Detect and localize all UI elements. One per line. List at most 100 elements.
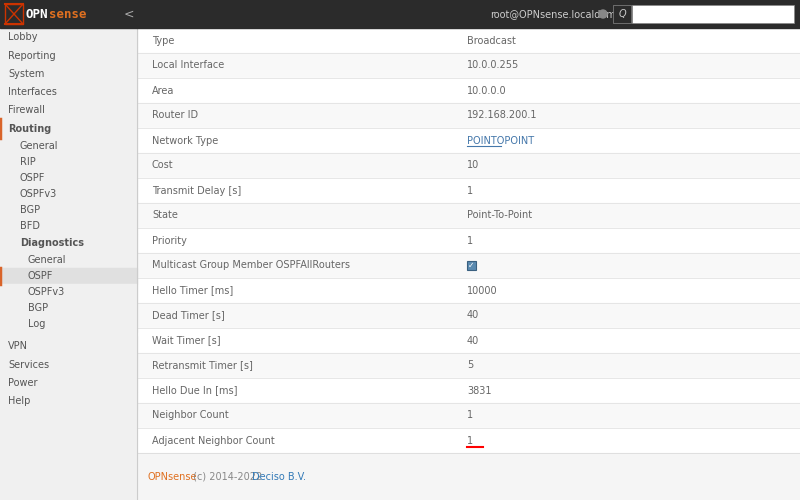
Bar — [137, 78, 800, 103]
Bar — [467, 261, 476, 270]
Bar — [137, 28, 800, 53]
Bar — [0, 119, 137, 138]
Bar — [137, 153, 800, 178]
Text: root@OPNsense.localdomain: root@OPNsense.localdomain — [490, 9, 630, 19]
Text: OSPF: OSPF — [20, 173, 46, 183]
Text: Help: Help — [8, 396, 30, 406]
Bar — [0, 28, 137, 47]
Bar — [5, 4, 23, 24]
Text: Neighbor Count: Neighbor Count — [152, 410, 229, 420]
Bar — [137, 228, 800, 253]
Text: 1: 1 — [467, 236, 473, 246]
Bar — [0, 101, 137, 119]
Text: 1: 1 — [467, 186, 473, 196]
Text: System: System — [8, 69, 44, 79]
Text: Deciso B.V.: Deciso B.V. — [252, 472, 306, 482]
Text: Dead Timer [s]: Dead Timer [s] — [152, 310, 225, 320]
Text: Local Interface: Local Interface — [152, 60, 224, 70]
Text: Hello Due In [ms]: Hello Due In [ms] — [152, 386, 238, 396]
Text: Firewall: Firewall — [8, 105, 45, 115]
Text: Hello Timer [ms]: Hello Timer [ms] — [152, 286, 234, 296]
Bar — [0, 202, 137, 218]
Text: Cost: Cost — [152, 160, 174, 170]
Text: 10000: 10000 — [467, 286, 498, 296]
Text: Broadcast: Broadcast — [467, 36, 516, 46]
Bar — [0, 316, 137, 332]
Text: 40: 40 — [467, 336, 479, 345]
Text: Interfaces: Interfaces — [8, 87, 57, 97]
Circle shape — [599, 10, 607, 18]
Text: 40: 40 — [467, 310, 479, 320]
Bar — [0, 218, 137, 234]
Bar — [137, 303, 800, 328]
Text: POINTOPOINT: POINTOPOINT — [467, 136, 534, 145]
Text: Power: Power — [8, 378, 38, 388]
Bar — [137, 428, 800, 453]
Bar — [0, 0, 800, 28]
Text: RIP: RIP — [20, 157, 36, 167]
Text: (c) 2014-2022: (c) 2014-2022 — [190, 472, 266, 482]
Text: BFD: BFD — [20, 221, 40, 231]
Text: <: < — [124, 8, 134, 20]
Text: 10: 10 — [467, 160, 479, 170]
Bar — [0, 268, 137, 284]
Bar — [0, 83, 137, 101]
Bar — [137, 28, 800, 500]
Bar — [0, 47, 137, 65]
Text: BGP: BGP — [28, 303, 48, 313]
Text: 1: 1 — [467, 436, 473, 446]
Bar — [0, 170, 137, 186]
Text: Diagnostics: Diagnostics — [20, 238, 84, 248]
Bar — [137, 278, 800, 303]
Text: VPN: VPN — [8, 341, 28, 351]
Text: OPNsense: OPNsense — [147, 472, 197, 482]
Text: OSPFv3: OSPFv3 — [28, 287, 66, 297]
Bar — [632, 5, 794, 23]
Text: Router ID: Router ID — [152, 110, 198, 120]
Text: BGP: BGP — [20, 205, 40, 215]
Bar — [0, 300, 137, 316]
Text: Services: Services — [8, 360, 49, 370]
Bar — [0, 252, 137, 268]
Text: Type: Type — [152, 36, 174, 46]
Bar — [137, 103, 800, 128]
Text: Routing: Routing — [8, 124, 51, 134]
Bar — [137, 378, 800, 403]
Text: Q: Q — [618, 9, 626, 19]
Text: Log: Log — [28, 319, 46, 329]
Text: Point-To-Point: Point-To-Point — [467, 210, 532, 220]
Bar — [0, 374, 137, 392]
Text: Adjacent Neighbor Count: Adjacent Neighbor Count — [152, 436, 274, 446]
Text: Reporting: Reporting — [8, 51, 56, 61]
Bar — [137, 453, 800, 500]
Text: Area: Area — [152, 86, 174, 96]
Text: Network Type: Network Type — [152, 136, 218, 145]
Text: General: General — [28, 255, 66, 265]
Bar — [137, 353, 800, 378]
Bar — [0, 392, 137, 410]
Text: 5: 5 — [467, 360, 474, 370]
Text: Priority: Priority — [152, 236, 187, 246]
Bar — [613, 5, 631, 23]
Text: OPN: OPN — [26, 8, 49, 20]
Bar — [0, 186, 137, 202]
Bar — [137, 328, 800, 353]
Bar — [137, 53, 800, 78]
Text: State: State — [152, 210, 178, 220]
Text: Transmit Delay [s]: Transmit Delay [s] — [152, 186, 242, 196]
Bar — [137, 403, 800, 428]
Bar — [0, 356, 137, 374]
Bar — [137, 128, 800, 153]
Text: 10.0.0.255: 10.0.0.255 — [467, 60, 519, 70]
Bar — [0, 336, 137, 356]
Text: 10.0.0.0: 10.0.0.0 — [467, 86, 506, 96]
Bar — [137, 253, 800, 278]
Bar — [0, 154, 137, 170]
Bar — [0, 65, 137, 83]
Bar — [0, 28, 137, 500]
Text: Wait Timer [s]: Wait Timer [s] — [152, 336, 221, 345]
Text: 1: 1 — [467, 410, 473, 420]
Text: ✓: ✓ — [468, 261, 474, 270]
Text: OSPF: OSPF — [28, 271, 54, 281]
Text: General: General — [20, 141, 58, 151]
